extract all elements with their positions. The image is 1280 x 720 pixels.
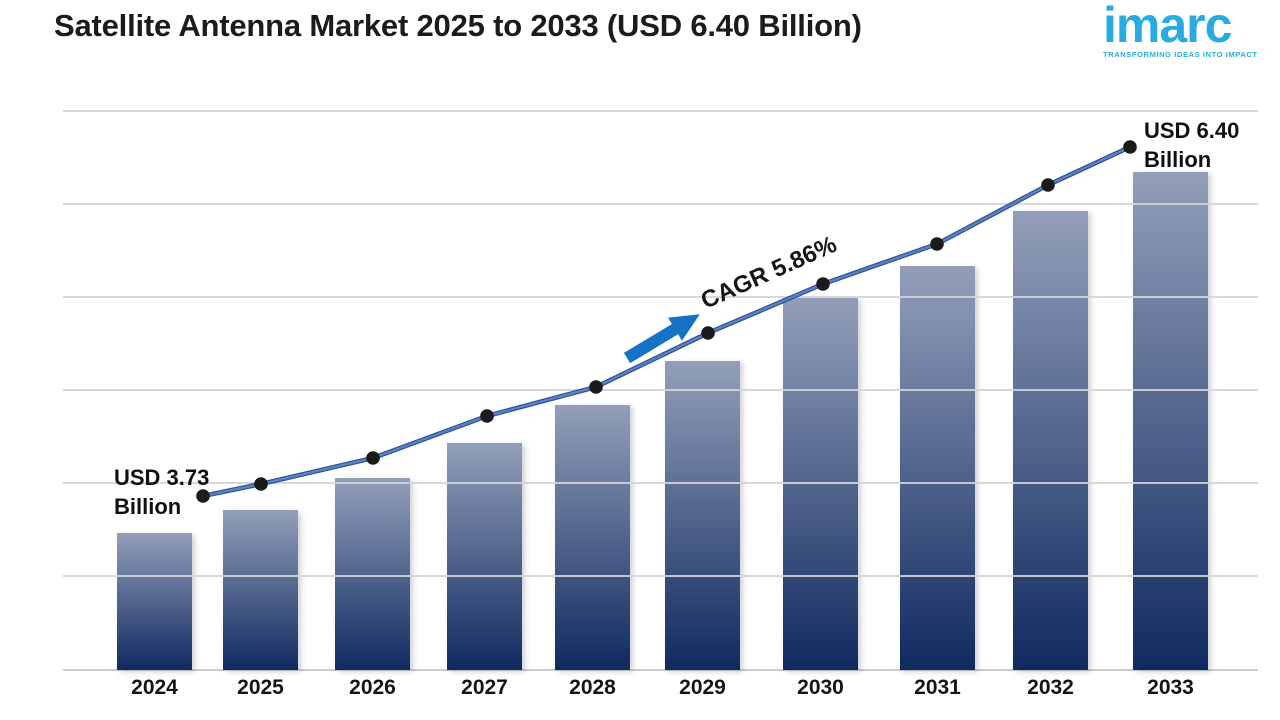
data-point-dot-2025 bbox=[254, 477, 268, 491]
logo-wordmark: imarc bbox=[1103, 0, 1232, 53]
bar-2025 bbox=[223, 510, 298, 670]
bar-2027 bbox=[447, 443, 522, 670]
bar-2033 bbox=[1133, 172, 1208, 670]
logo-tagline: TRANSFORMING IDEAS INTO IMPACT bbox=[1103, 50, 1258, 59]
x-axis-label-2032: 2032 bbox=[1027, 676, 1074, 699]
bar-2024 bbox=[117, 533, 192, 670]
gridline-4 bbox=[63, 482, 1258, 484]
x-axis-label-2028: 2028 bbox=[569, 676, 616, 699]
data-point-dot-2029 bbox=[701, 326, 715, 340]
x-axis-label-2033: 2033 bbox=[1147, 676, 1194, 699]
growth-arrow-icon bbox=[623, 314, 700, 364]
chart-title: Satellite Antenna Market 2025 to 2033 (U… bbox=[54, 8, 862, 43]
data-point-dot-2033 bbox=[1123, 140, 1137, 154]
gridline-0 bbox=[63, 110, 1258, 112]
x-axis-baseline bbox=[63, 669, 1258, 671]
x-axis-label-2024: 2024 bbox=[131, 676, 178, 699]
x-axis-label-2031: 2031 bbox=[914, 676, 961, 699]
bar-2029 bbox=[665, 361, 740, 670]
x-axis-label-2027: 2027 bbox=[461, 676, 508, 699]
x-axis-label-2025: 2025 bbox=[237, 676, 284, 699]
x-axis-label-2026: 2026 bbox=[349, 676, 396, 699]
gridline-2 bbox=[63, 296, 1258, 298]
bar-2032 bbox=[1013, 211, 1088, 670]
data-point-dot-2028 bbox=[589, 380, 603, 394]
data-point-dot-2031 bbox=[930, 237, 944, 251]
data-point-dot-2030 bbox=[816, 277, 830, 291]
bar-2030 bbox=[783, 298, 858, 670]
data-point-dot-2027 bbox=[480, 409, 494, 423]
x-axis-label-2030: 2030 bbox=[797, 676, 844, 699]
start-value-label: USD 3.73 Billion bbox=[114, 465, 210, 519]
imarc-logo: imarc TRANSFORMING IDEAS INTO IMPACT bbox=[1103, 0, 1278, 59]
gridline-1 bbox=[63, 203, 1258, 205]
bar-2031 bbox=[900, 266, 975, 670]
data-point-dot-2026 bbox=[366, 451, 380, 465]
data-point-dot-2032 bbox=[1041, 178, 1055, 192]
end-value-label: USD 6.40 Billion bbox=[1144, 118, 1240, 172]
gridline-5 bbox=[63, 575, 1258, 577]
bar-2026 bbox=[335, 478, 410, 670]
x-axis-label-2029: 2029 bbox=[679, 676, 726, 699]
bar-2028 bbox=[555, 405, 630, 670]
gridline-3 bbox=[63, 389, 1258, 391]
